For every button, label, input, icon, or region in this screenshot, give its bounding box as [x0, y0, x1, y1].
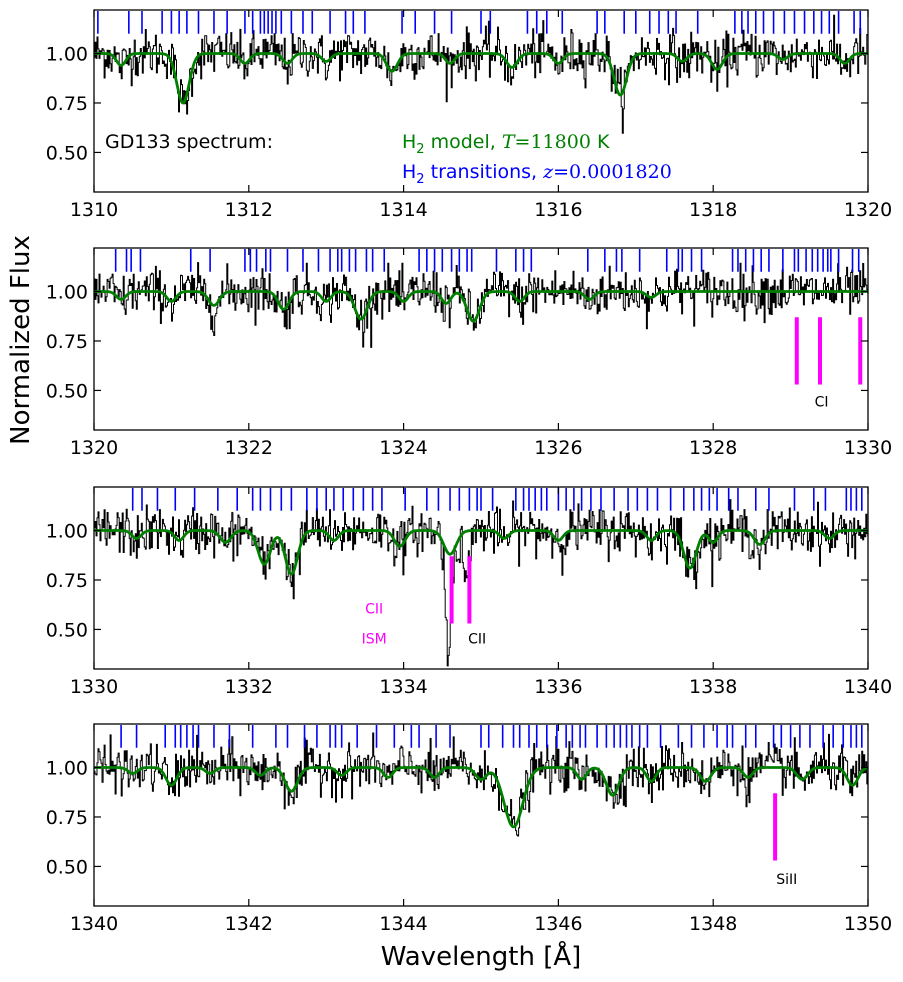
panel-1: 1310 1312 1314 1316 1318 1320 0.50 0.75 1.00 — [46, 9, 892, 221]
y-tick-label: 0.75 — [46, 93, 88, 115]
panels-group: 1310 1312 1314 1316 1318 13200.500.751.001320… — [46, 9, 892, 935]
axes-frame — [93, 723, 869, 907]
y-tick-label: 1.00 — [46, 44, 88, 66]
y-tick-label: 1.00 — [46, 282, 88, 304]
x-tick-label: 1348 — [689, 913, 737, 935]
x-tick-label: 1326 — [534, 437, 582, 459]
x-tick-label: 1318 — [689, 199, 737, 221]
spectrum-label: GD133 spectrum: — [105, 131, 273, 153]
x-tick-label: 1350 — [844, 913, 892, 935]
line-label: CII — [365, 602, 383, 618]
x-tick-label: 1340 — [844, 676, 892, 698]
x-tick-label: 1334 — [379, 676, 427, 698]
x-tick-label: 1340 — [70, 913, 118, 935]
model-label-unit: K — [591, 131, 610, 153]
y-tick-label: 1.00 — [46, 521, 88, 543]
panel-3: 1330 1332 1334 1336 1338 1340 0.50 0.75 1.00 CII I… — [46, 486, 892, 698]
plot-area — [94, 248, 868, 385]
plot-area — [94, 724, 868, 861]
spectrum-line — [94, 262, 868, 348]
model-label-text: model, — [425, 131, 502, 153]
xlabel: Wavelength [Å] — [381, 940, 582, 972]
axes-frame — [93, 247, 869, 431]
x-tick-label: 1342 — [225, 913, 273, 935]
transitions-label-value: =0.0001820 — [553, 161, 672, 183]
x-tick-label: 1314 — [379, 199, 427, 221]
x-tick-label: 1322 — [225, 437, 273, 459]
x-tick-label: 1312 — [225, 199, 273, 221]
x-tick-label: 1328 — [689, 437, 737, 459]
line-label: CII — [468, 631, 486, 647]
x-tick-label: 1310 — [70, 199, 118, 221]
model-label: H2 model, T=11800 K — [402, 131, 610, 157]
y-tick-label: 1.00 — [46, 758, 88, 780]
x-tick-label: 1338 — [689, 676, 737, 698]
axes-frame — [93, 486, 869, 670]
transitions-label-z: z — [542, 161, 554, 183]
x-tick-label: 1316 — [534, 199, 582, 221]
x-tick-label: 1330 — [844, 437, 892, 459]
line-label: CI — [815, 394, 829, 410]
model-line — [94, 529, 868, 576]
line-label: SiII — [776, 872, 797, 888]
model-label-sub: 2 — [416, 142, 424, 157]
line-label: ISM — [362, 631, 387, 647]
axes-frame — [93, 9, 869, 193]
spectrum-line — [94, 14, 868, 134]
y-tick-label: 0.50 — [46, 856, 88, 878]
x-tick-label: 1332 — [225, 676, 273, 698]
y-tick-label: 0.75 — [46, 807, 88, 829]
x-tick-label: 1320 — [70, 437, 118, 459]
transitions-label-sub: 2 — [416, 172, 424, 187]
panel-2: 1320 1322 1324 1326 1328 1330 0.50 0.75 1.00 CI — [46, 247, 892, 459]
y-tick-label: 0.75 — [46, 331, 88, 353]
panel-4: 1340 1342 1344 1346 1348 1350 0.50 0.75 1.00 SiII — [46, 723, 892, 935]
transitions-label: H2 transitions, z=0.0001820 — [402, 161, 672, 187]
x-tick-label: 1336 — [534, 676, 582, 698]
model-label-value: =11800 — [515, 131, 591, 153]
x-tick-label: 1320 — [844, 199, 892, 221]
transitions-label-text: transitions, — [425, 161, 544, 183]
transitions-label-h: H — [402, 161, 416, 183]
spectrum-line — [94, 732, 868, 837]
model-label-h: H — [402, 131, 416, 153]
y-tick-label: 0.75 — [46, 570, 88, 592]
ylabel: Normalized Flux — [6, 235, 36, 445]
y-tick-label: 0.50 — [46, 142, 88, 164]
x-tick-label: 1324 — [379, 437, 427, 459]
plot-area — [94, 10, 868, 134]
model-line — [94, 766, 868, 829]
plot-area — [94, 487, 868, 667]
x-tick-label: 1346 — [534, 913, 582, 935]
model-line — [94, 52, 868, 105]
y-tick-label: 0.50 — [46, 619, 88, 641]
model-line — [94, 290, 868, 323]
y-tick-label: 0.50 — [46, 380, 88, 402]
model-label-t: T — [502, 131, 516, 153]
x-tick-label: 1330 — [70, 676, 118, 698]
x-tick-label: 1344 — [379, 913, 427, 935]
